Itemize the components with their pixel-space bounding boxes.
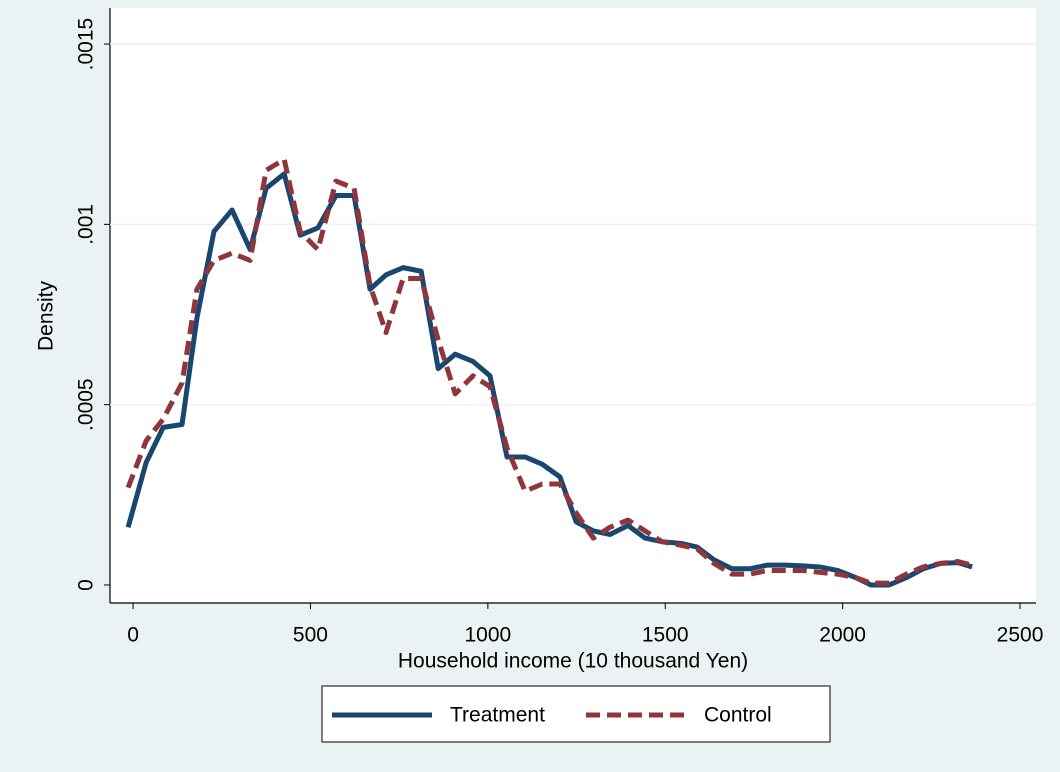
x-axis-label: Household income (10 thousand Yen) — [398, 650, 748, 673]
y-axis-label: Density — [35, 280, 58, 351]
x-tick-label: 1500 — [642, 624, 689, 647]
series-line — [125, 171, 973, 588]
y-tick-label: .0015 — [75, 18, 98, 71]
y-tick-label: .0005 — [75, 378, 98, 431]
x-tick-label: 2000 — [819, 624, 866, 647]
series-line — [125, 156, 973, 586]
y-tick-label: .001 — [75, 204, 98, 245]
x-tick-label: 2500 — [997, 624, 1044, 647]
legend-label: Treatment — [450, 704, 545, 727]
x-tick-label: 0 — [127, 624, 139, 647]
x-tick-label: 1000 — [464, 624, 511, 647]
x-tick-label: 500 — [293, 624, 328, 647]
legend-label: Control — [704, 704, 772, 727]
y-tick-label: 0 — [75, 579, 98, 591]
